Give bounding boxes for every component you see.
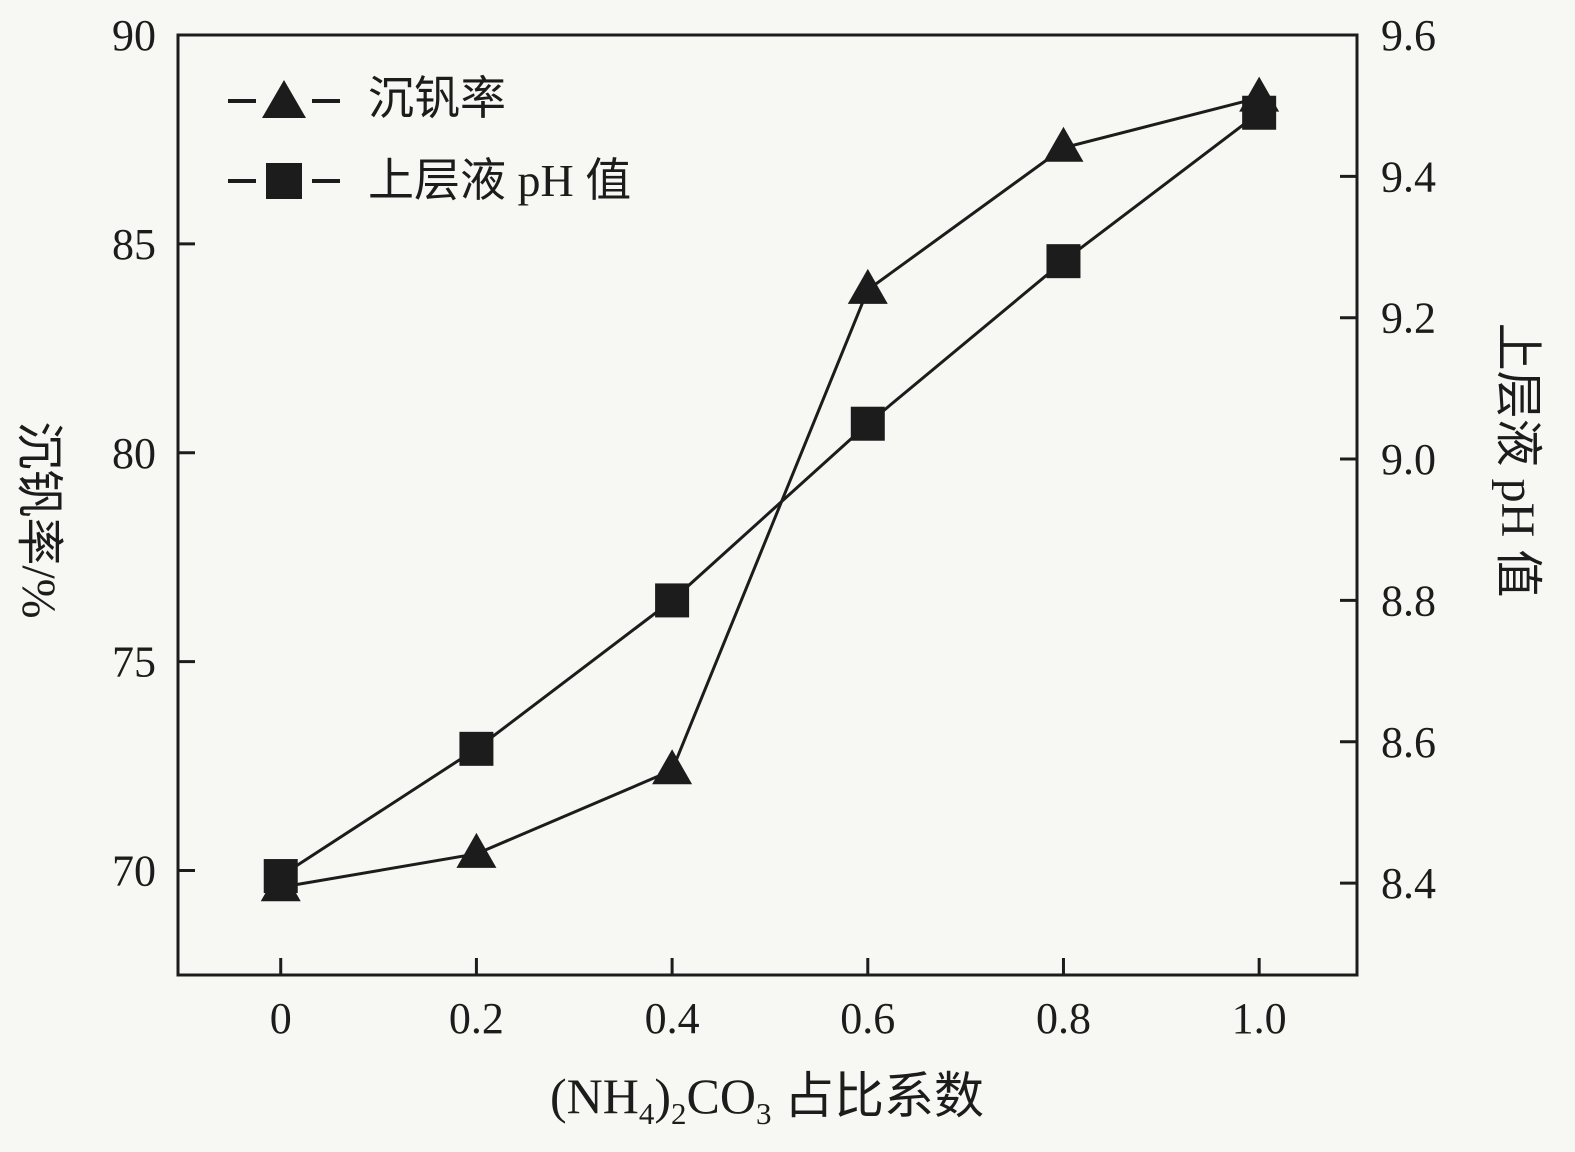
data-point-square	[1242, 95, 1277, 130]
right-axis-tick-label: 9.2	[1381, 294, 1436, 343]
legend-label-precipitation-rate: 沉钒率	[368, 73, 506, 124]
x-axis-tick-label: 0.2	[449, 994, 504, 1043]
legend-item-precipitation-rate: 沉钒率	[222, 58, 631, 140]
x-axis-title-sub1: 4	[638, 1096, 655, 1131]
left-axis-tick-label: 80	[112, 429, 156, 478]
x-axis-title-sub3: 3	[756, 1096, 772, 1131]
x-axis-title-seg3: CO	[686, 1068, 756, 1124]
data-point-square	[459, 731, 494, 766]
data-point-square	[655, 583, 690, 618]
left-axis-tick-label: 90	[112, 11, 156, 60]
right-axis-tick-label: 8.6	[1381, 718, 1436, 767]
data-point-square	[263, 859, 298, 894]
legend: 沉钒率 上层液 pH 值	[222, 58, 631, 222]
x-axis-tick-label: 0	[270, 994, 292, 1043]
series-line-square	[279, 111, 1261, 878]
right-axis-tick-label: 9.6	[1381, 11, 1436, 60]
legend-label-ph: 上层液 pH 值	[368, 155, 632, 206]
x-axis-tick-label: 1.0	[1232, 994, 1287, 1043]
x-axis-title-seg4: 占比系数	[771, 1068, 984, 1124]
left-axis-title: 沉钒率/%	[12, 421, 65, 619]
right-axis-tick-label: 8.4	[1381, 859, 1436, 908]
right-axis-title: 上层液 pH 值	[1491, 322, 1544, 598]
right-axis-tick-label: 8.8	[1381, 576, 1436, 625]
left-axis-tick-label: 85	[112, 220, 156, 269]
data-point-square	[1046, 244, 1081, 279]
data-point-square	[850, 406, 885, 441]
data-point-triangle	[847, 268, 888, 304]
data-point-triangle	[652, 749, 693, 785]
plot-frame	[176, 33, 1359, 977]
legend-item-ph: 上层液 pH 值	[222, 140, 631, 222]
data-point-triangle	[456, 832, 497, 868]
series-line-triangle	[280, 96, 1260, 889]
right-axis-tick-label: 9.0	[1381, 435, 1436, 484]
triangle-marker-icon	[228, 80, 340, 118]
left-axis-tick-label: 75	[112, 638, 156, 687]
x-axis-title: (NH4)2CO3 占比系数	[550, 1056, 984, 1131]
x-axis-title-seg1: (NH	[550, 1068, 639, 1124]
square-marker-icon	[228, 163, 340, 199]
x-axis-tick-label: 0.4	[645, 994, 700, 1043]
x-axis-tick-label: 0.8	[1036, 994, 1091, 1043]
x-axis-tick-label: 0.6	[840, 994, 895, 1043]
x-axis-title-seg2: )	[654, 1068, 672, 1124]
data-point-triangle	[1043, 126, 1084, 162]
right-axis-tick-label: 9.4	[1381, 152, 1436, 201]
x-axis-title-sub2: 2	[671, 1096, 687, 1131]
left-axis-tick-label: 70	[112, 847, 156, 896]
